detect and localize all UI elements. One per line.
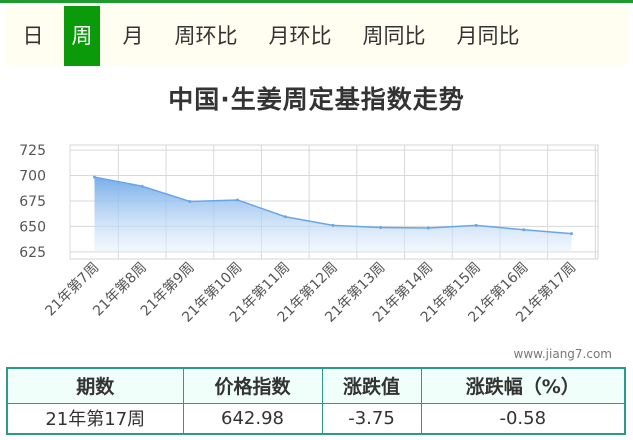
header-period: 期数 xyxy=(6,367,184,404)
data-point xyxy=(474,223,478,227)
table-header-row: 期数 价格指数 涨跌值 涨跌幅（%） xyxy=(6,367,626,404)
tab-week-on-week[interactable]: 周环比 xyxy=(174,24,238,48)
y-tick-label: 625 xyxy=(19,245,46,261)
y-tick-label: 650 xyxy=(19,219,46,235)
cell-price-index: 642.98 xyxy=(182,402,323,435)
period-tab-bar: 日 周 月 周环比 月环比 周同比 月同比 xyxy=(6,6,627,66)
tab-day[interactable]: 日 xyxy=(22,24,44,48)
tab-week-year-on-year[interactable]: 周同比 xyxy=(362,24,426,48)
tab-month-year-on-year[interactable]: 月同比 xyxy=(456,24,520,48)
header-change-value: 涨跌值 xyxy=(321,367,422,404)
data-point xyxy=(188,199,192,203)
index-area xyxy=(94,177,572,252)
top-accent-line xyxy=(0,0,633,3)
tab-month[interactable]: 月 xyxy=(122,24,144,48)
y-tick-label: 700 xyxy=(19,169,46,185)
data-point xyxy=(522,228,526,232)
data-point xyxy=(283,215,287,219)
summary-table: 期数 价格指数 涨跌值 涨跌幅（%） 21年第17周 642.98 -3.75 … xyxy=(6,367,626,435)
header-price-index: 价格指数 xyxy=(182,367,323,404)
y-tick-label: 725 xyxy=(19,143,46,159)
table-row: 21年第17周 642.98 -3.75 -0.58 xyxy=(6,402,626,435)
tab-month-on-month[interactable]: 月环比 xyxy=(268,24,332,48)
cell-change-value: -3.75 xyxy=(321,402,422,435)
data-point xyxy=(570,232,573,236)
chart-title: 中国·生姜周定基指数走势 xyxy=(168,85,465,114)
data-point xyxy=(236,198,240,202)
cell-change-percent: -0.58 xyxy=(420,402,626,435)
data-point xyxy=(379,225,383,229)
data-point xyxy=(426,226,430,230)
cell-period: 21年第17周 xyxy=(6,402,184,435)
watermark: www.jiang7.com xyxy=(514,347,612,361)
data-point xyxy=(140,184,144,188)
tab-week[interactable]: 周 xyxy=(64,6,100,66)
data-point xyxy=(331,223,335,227)
data-point xyxy=(93,175,96,179)
header-change-percent: 涨跌幅（%） xyxy=(420,367,626,404)
y-tick-label: 675 xyxy=(19,194,46,210)
